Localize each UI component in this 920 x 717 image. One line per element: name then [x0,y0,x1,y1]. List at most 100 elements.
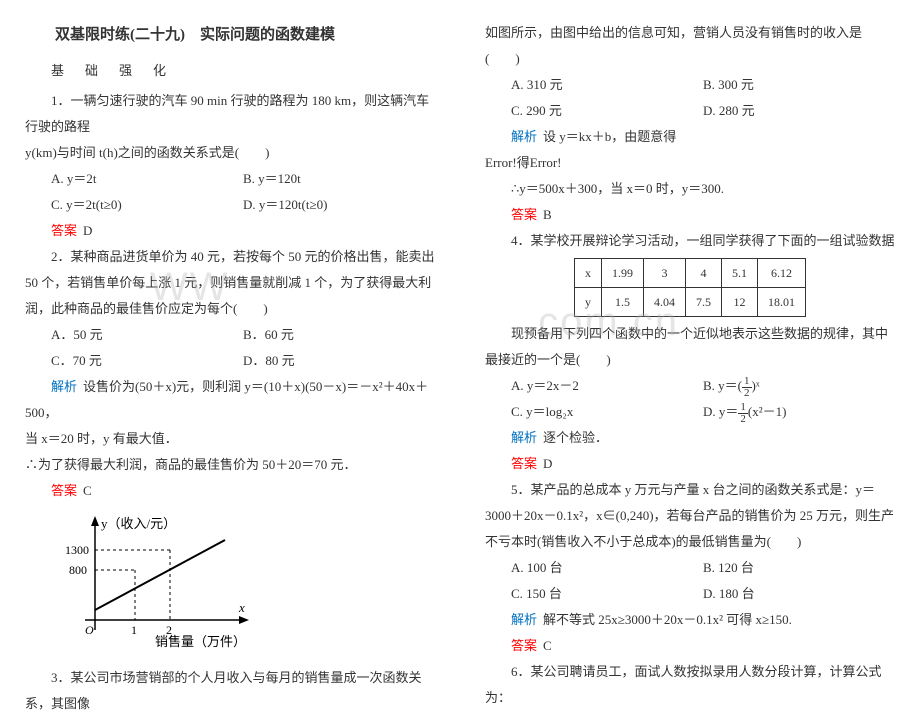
q5-answer: 答案C [485,633,895,659]
q4-b-num: 1 [742,376,752,388]
q4-analysis-text: 逐个检验． [543,430,608,445]
left-column: 双基限时练(二十九) 实际问题的函数建模 基 础 强 化 1．一辆匀速行驶的汽车… [0,0,460,651]
chart-ytick-1300: 1300 [65,543,89,557]
q3-opt-a: A. 310 元 [511,72,703,98]
q4-d-den: 2 [738,414,748,425]
q2-analysis-text: 设售价为(50＋x)元，则利润 y＝(10＋x)(50－x)＝－x²＋40x＋5… [25,379,428,420]
q2-opt-d: D．80 元 [243,348,435,374]
q1-opt-c: C. y＝2t(t≥0) [51,192,243,218]
q4-options-row2: C. y＝log₂x D. y＝12(x²－1) [511,399,895,425]
q2-options-row1: A．50 元 B．60 元 [51,322,435,348]
q4-opt-c: C. y＝log₂x [511,399,703,425]
q6-intro: 6．某公司聘请员工，面试人数按拟录用人数分段计算，计算公式为： [485,659,895,711]
q3-opt-d: D. 280 元 [703,98,895,124]
q2-analysis-line2: 当 x＝20 时，y 有最大值． [25,426,435,452]
q1-intro: 1．一辆匀速行驶的汽车 90 min 行驶的路程为 180 km，则这辆汽车行驶… [25,88,435,140]
table-cell: y [575,288,602,317]
chart-xlabel: 销售量（万件） [155,634,246,649]
q3-answer: 答案 B [485,202,895,228]
q3-chart: y（收入/元） 1300 800 O 1 2 x 销售量（万件） [65,510,435,659]
q1-opt-a: A. y＝2t [51,166,243,192]
q4-data-table: x 1.99 3 4 5.1 6.12 y 1.5 4.04 7.5 12 18… [574,258,806,317]
q5-opt-a: A. 100 台 [511,555,703,581]
table-row: y 1.5 4.04 7.5 12 18.01 [575,288,806,317]
q3-analysis: 解析设 y＝kx＋b，由题意得 [485,124,895,150]
q1-options-row2: C. y＝2t(t≥0) D. y＝120t(t≥0) [51,192,435,218]
table-cell: 18.01 [758,288,806,317]
q1-intro-line2: y(km)与时间 t(h)之间的函数关系式是( ) [25,140,435,166]
q5-intro: 5．某产品的总成本 y 万元与产量 x 台之间的函数关系式是：y＝3000＋20… [485,477,895,555]
table-cell: 5.1 [722,259,758,288]
q4-opt-d: D. y＝12(x²－1) [703,399,895,425]
table-cell: 1.5 [602,288,644,317]
q2-answer: 答案 C [25,478,435,504]
chart-ylabel: y（收入/元） [101,516,176,531]
q2-options-row2: C．70 元 D．80 元 [51,348,435,374]
q1-answer: 答案 D [25,218,435,244]
q5-options-row2: C. 150 台 D. 180 台 [511,581,895,607]
q5-options-row1: A. 100 台 B. 120 台 [511,555,895,581]
q4-intro: 4．某学校开展辩论学习活动，一组同学获得了下面的一组试验数据 [485,228,895,254]
q4-opt-a: A. y＝2x－2 [511,373,703,399]
right-column: 如图所示，由图中给出的信息可知，营销人员没有销售时的收入是( ) A. 310 … [460,0,920,651]
q2-analysis-line3: ∴为了获得最大利润，商品的最佳售价为 50＋20＝70 元． [25,452,435,478]
q5-opt-d: D. 180 台 [703,581,895,607]
page-columns: 双基限时练(二十九) 实际问题的函数建模 基 础 强 化 1．一辆匀速行驶的汽车… [0,0,920,651]
q3-opt-b: B. 300 元 [703,72,895,98]
table-cell: 6.12 [758,259,806,288]
q2-intro: 2．某种商品进货单价为 40 元，若按每个 50 元的价格出售，能卖出 50 个… [25,244,435,322]
q4-answer-value: D [543,456,552,471]
q3-intro: 3．某公司市场营销部的个人月收入与每月的销售量成一次函数关系，其图像 [25,665,435,717]
table-cell: 4 [686,259,722,288]
chart-ytick-800: 800 [69,563,87,577]
q4-b-den: 2 [742,388,752,399]
q2-opt-a: A．50 元 [51,322,243,348]
q3-answer-value: B [543,207,552,222]
q5-opt-c: C. 150 台 [511,581,703,607]
q1-opt-d: D. y＝120t(t≥0) [243,192,435,218]
table-cell: 3 [644,259,686,288]
q4-analysis-label: 解析 [511,430,537,445]
q3-answer-label: 答案 [511,207,537,222]
q4-d-num: 1 [738,402,748,414]
q2-opt-c: C．70 元 [51,348,243,374]
q4-d-suffix: (x²－1) [748,404,787,419]
q3-analysis-text: 设 y＝kx＋b，由题意得 [543,129,676,144]
chart-x-arrow-label: x [238,600,245,615]
line-chart-svg: y（收入/元） 1300 800 O 1 2 x 销售量（万件） [65,510,265,650]
table-cell: 1.99 [602,259,644,288]
q4-opt-b: B. y＝(12)ˣ [703,373,895,399]
q2-answer-label: 答案 [51,483,77,498]
q1-intro-text: 1．一辆匀速行驶的汽车 90 min 行驶的路程为 180 km，则这辆汽车行驶… [25,93,429,134]
table-cell: x [575,259,602,288]
q3-analysis-line2: ∴y＝500x＋300，当 x＝0 时，y＝300. [485,176,895,202]
q3-options-row1: A. 310 元 B. 300 元 [511,72,895,98]
q4-answer-label: 答案 [511,456,537,471]
table-cell: 12 [722,288,758,317]
q3-continue: 如图所示，由图中给出的信息可知，营销人员没有销售时的收入是( ) [485,20,895,72]
q1-answer-label: 答案 [51,223,77,238]
q3-options-row2: C. 290 元 D. 280 元 [511,98,895,124]
chart-xtick-1: 1 [131,623,137,637]
section-label: 基 础 强 化 [25,58,435,84]
table-cell: 7.5 [686,288,722,317]
q2-opt-b: B．60 元 [243,322,435,348]
table-cell: 4.04 [644,288,686,317]
q4-answer: 答案 D [485,451,895,477]
q5-analysis-text: 解不等式 25x≥3000＋20x－0.1x² 可得 x≥150. [543,612,792,627]
q1-answer-value: D [83,223,92,238]
q2-answer-value: C [83,483,92,498]
q5-opt-b: B. 120 台 [703,555,895,581]
q4-analysis: 解析逐个检验． [485,425,895,451]
table-row: x 1.99 3 4 5.1 6.12 [575,259,806,288]
page-title: 双基限时练(二十九) 实际问题的函数建模 [25,20,435,50]
q4-d-prefix: D. y＝ [703,404,738,419]
q3-error-text: Error!得Error! [485,150,895,176]
q1-opt-b: B. y＝120t [243,166,435,192]
q4-options-row1: A. y＝2x－2 B. y＝(12)ˣ [511,373,895,399]
q5-analysis-label: 解析 [511,612,537,627]
chart-origin: O [85,623,94,637]
q2-analysis: 解析设售价为(50＋x)元，则利润 y＝(10＋x)(50－x)＝－x²＋40x… [25,374,435,426]
q5-analysis: 解析解不等式 25x≥3000＋20x－0.1x² 可得 x≥150. [485,607,895,633]
q3-analysis-label: 解析 [511,129,537,144]
